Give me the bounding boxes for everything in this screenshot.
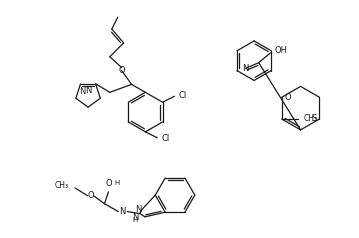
Text: CH₃: CH₃	[303, 114, 318, 124]
Text: O: O	[285, 93, 292, 102]
Text: CH₃: CH₃	[55, 181, 69, 190]
Text: Cl: Cl	[178, 91, 187, 100]
Text: N: N	[136, 205, 142, 214]
Text: O: O	[87, 191, 94, 200]
Text: N: N	[119, 207, 126, 216]
Text: N: N	[79, 87, 85, 96]
Text: S: S	[311, 114, 316, 124]
Text: OH: OH	[275, 46, 288, 55]
Text: N: N	[85, 86, 92, 95]
Text: N: N	[242, 64, 248, 73]
Text: Cl: Cl	[161, 134, 169, 143]
Text: H: H	[132, 217, 137, 223]
Text: H: H	[115, 180, 120, 186]
Text: O: O	[118, 66, 125, 75]
Text: O: O	[105, 179, 112, 188]
Text: N: N	[132, 213, 138, 222]
